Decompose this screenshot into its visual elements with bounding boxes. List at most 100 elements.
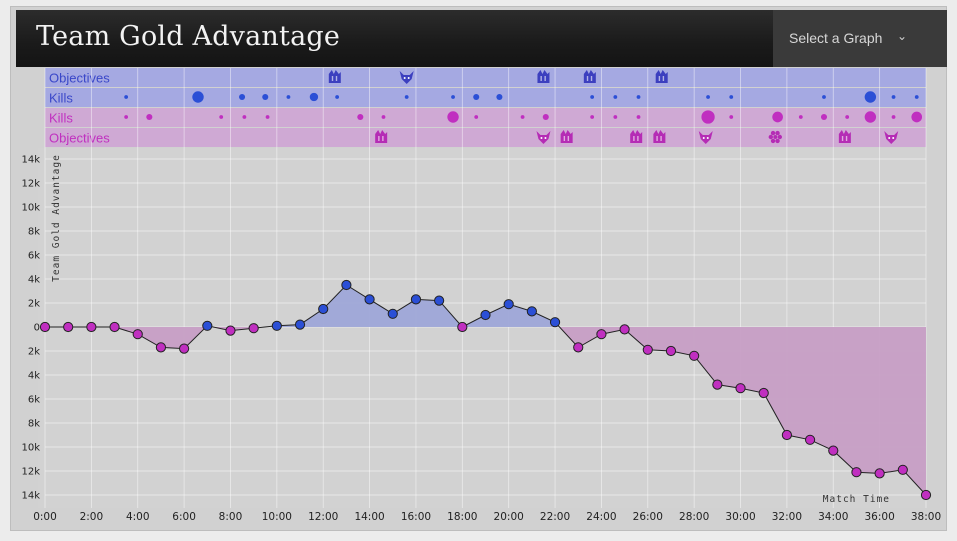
purple-kill-marker [381, 115, 386, 119]
purple-kill-marker [590, 115, 595, 119]
data-point [179, 343, 190, 354]
purple-objective-dragon-icon [536, 131, 551, 144]
purple-kill-marker [772, 111, 783, 123]
blue-kill-marker [286, 95, 291, 99]
y-tick-label: 12k [21, 467, 40, 478]
blue-kill-marker [914, 95, 919, 99]
data-point [689, 350, 700, 361]
data-point [387, 308, 398, 319]
data-point [526, 306, 537, 317]
x-tick-label: 0:00 [33, 511, 57, 523]
blue-kill-marker [473, 93, 480, 101]
blue-objective-baron-icon [583, 70, 596, 83]
y-axis-title: Team Gold Advantage [51, 154, 62, 282]
data-point [828, 445, 839, 456]
data-point [596, 329, 607, 340]
blue-kill-marker [864, 91, 877, 103]
purple-objective-baron-icon [630, 130, 643, 143]
blue-kill-marker [124, 95, 129, 99]
purple-kill-marker [891, 115, 896, 119]
lane-purple-objectives-label: Objectives [49, 131, 110, 146]
data-point [781, 429, 792, 441]
data-point [758, 387, 769, 399]
purple-kill-marker [613, 115, 618, 119]
x-tick-label: 14:00 [354, 511, 384, 523]
data-point [202, 320, 213, 331]
purple-objective-baron-icon [375, 130, 388, 143]
blue-kill-marker [706, 95, 710, 99]
purple-kill-marker [729, 115, 734, 119]
blue-objective-baron-icon [537, 70, 550, 83]
x-tick-label: 12:00 [308, 511, 338, 523]
blue-kill-marker [729, 95, 734, 99]
data-point [86, 321, 97, 333]
y-tick-label: 0 [34, 323, 40, 334]
data-point [294, 319, 306, 330]
purple-kill-marker [798, 115, 803, 119]
data-point [410, 294, 422, 305]
data-point [155, 342, 167, 353]
purple-kill-marker [820, 113, 828, 121]
purple-objective-flower-icon [768, 130, 783, 144]
blue-kill-marker [335, 95, 340, 99]
y-tick-label: 14k [21, 155, 40, 166]
data-point [63, 321, 74, 333]
x-axis-title: Match Time [823, 494, 890, 505]
y-tick-label: 6k [28, 395, 40, 406]
y-tick-label: 2k [28, 299, 40, 310]
purple-kill-marker [864, 111, 877, 123]
purple-objective-baron-icon [653, 130, 666, 143]
blue-kill-marker [451, 95, 455, 99]
blue-kill-marker [590, 95, 595, 99]
data-point [271, 320, 282, 331]
data-point [434, 295, 445, 306]
data-point [920, 489, 932, 501]
purple-objective-dragon-icon [884, 131, 899, 144]
data-point [851, 467, 862, 478]
data-point [248, 323, 259, 334]
x-tick-label: 2:00 [80, 511, 104, 523]
x-tick-label: 6:00 [172, 511, 196, 523]
x-tick-label: 38:00 [911, 511, 941, 523]
page-title: Team Gold Advantage [36, 21, 341, 52]
y-tick-label: 12k [21, 179, 40, 190]
blue-kill-marker [309, 92, 319, 102]
purple-kill-marker [701, 110, 715, 124]
blue-kill-marker [891, 95, 896, 99]
data-point [364, 294, 375, 305]
data-point [619, 324, 630, 335]
purple-kill-marker [219, 115, 224, 119]
select-graph-dropdown[interactable]: Select a Graph ⌄ [773, 10, 947, 67]
blue-kill-marker [613, 95, 618, 99]
blue-objective-baron-icon [655, 70, 668, 83]
y-tick-label: 8k [28, 227, 40, 238]
x-tick-label: 22:00 [540, 511, 570, 523]
purple-kill-marker [265, 115, 270, 119]
purple-kill-marker [520, 115, 525, 119]
purple-kill-marker [845, 115, 850, 119]
y-tick-label: 2k [28, 347, 40, 358]
data-point [874, 468, 885, 479]
x-tick-label: 18:00 [447, 511, 477, 523]
data-point [457, 321, 468, 333]
x-tick-label: 4:00 [126, 511, 150, 523]
lane-purple-kills [45, 108, 926, 127]
data-point [39, 321, 51, 333]
data-point [225, 325, 236, 336]
x-tick-label: 36:00 [864, 511, 894, 523]
y-tick-label: 4k [28, 371, 40, 382]
blue-kill-marker [404, 95, 409, 99]
purple-objective-baron-icon [838, 130, 851, 143]
data-point [549, 317, 561, 328]
blue-kill-marker [262, 93, 269, 101]
purple-kill-marker [357, 113, 364, 121]
x-tick-label: 24:00 [586, 511, 616, 523]
lane-blue-objectives-label: Objectives [49, 71, 110, 86]
purple-advantage-area [45, 327, 926, 495]
chevron-down-icon: ⌄ [896, 29, 907, 43]
y-tick-label: 4k [28, 275, 40, 286]
blue-kill-marker [636, 95, 641, 99]
x-tick-label: 28:00 [679, 511, 709, 523]
x-tick-label: 32:00 [772, 511, 802, 523]
purple-kill-marker [447, 111, 459, 123]
